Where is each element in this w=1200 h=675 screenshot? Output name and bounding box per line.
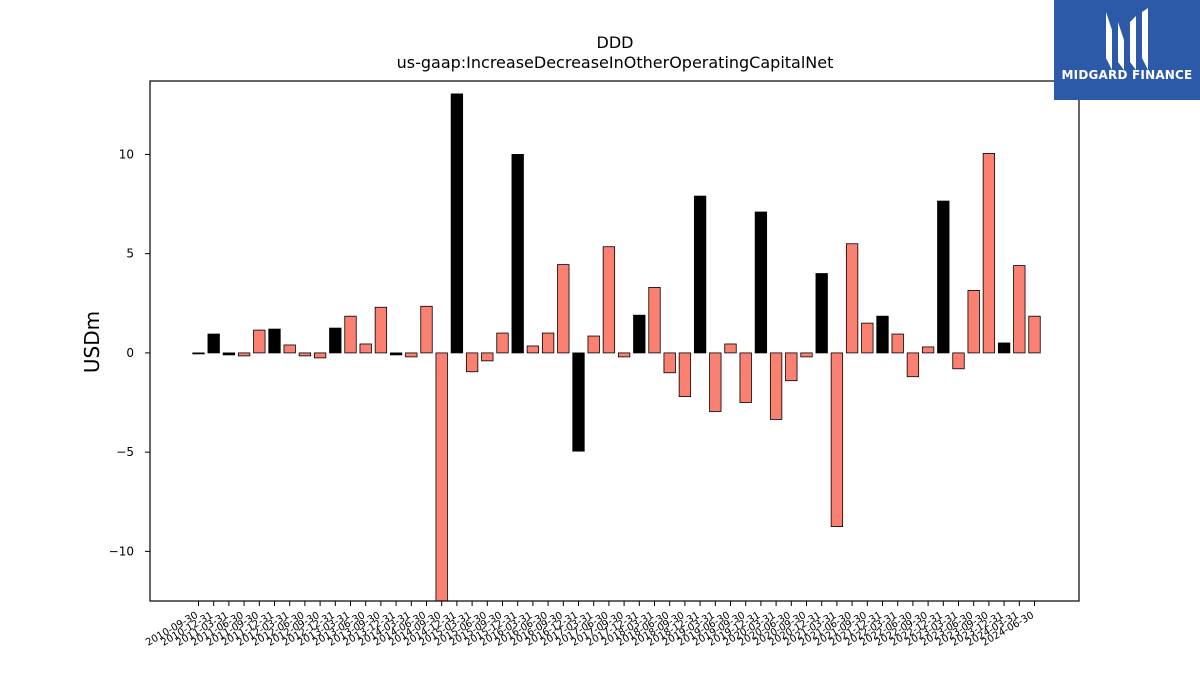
bar <box>420 305 433 354</box>
bar <box>663 352 676 374</box>
bar <box>1013 265 1026 354</box>
bar <box>830 352 844 527</box>
bars-group <box>192 93 1041 602</box>
bar <box>389 352 403 356</box>
bar <box>1028 315 1041 354</box>
y-tick-label: 0 <box>126 346 134 360</box>
chart-subtitle: us-gaap:IncreaseDecreaseInOtherOperating… <box>397 53 834 72</box>
bar <box>648 287 661 354</box>
bar <box>222 352 236 356</box>
bar <box>633 314 646 354</box>
bar <box>283 344 296 354</box>
bar <box>450 93 464 354</box>
bar <box>937 200 950 354</box>
bar <box>709 352 722 412</box>
bar <box>754 211 768 354</box>
bar <box>541 332 555 354</box>
bar <box>967 289 980 354</box>
bar <box>906 352 920 378</box>
bar <box>207 333 220 354</box>
y-ticks-group: −10 −5 0 5 10 <box>109 147 150 558</box>
chart-title: DDD <box>597 33 634 52</box>
bar <box>313 352 327 359</box>
bar <box>511 154 524 354</box>
bar <box>921 346 935 354</box>
bar <box>344 315 357 354</box>
bar <box>815 273 828 354</box>
bar <box>891 333 904 354</box>
plot-frame <box>149 80 1080 602</box>
bar <box>237 352 251 357</box>
bar <box>329 327 342 354</box>
bar <box>374 306 388 354</box>
bar <box>192 352 205 355</box>
bar <box>587 335 600 354</box>
bar <box>359 343 372 354</box>
bar <box>253 329 266 354</box>
bar <box>845 243 859 354</box>
bar <box>678 352 692 397</box>
bar <box>876 315 889 354</box>
company-logo: MIDGARD FINANCE <box>1054 0 1200 100</box>
bar <box>785 352 798 382</box>
bar <box>435 352 448 602</box>
bar <box>724 343 737 354</box>
bar <box>298 352 312 357</box>
bar <box>739 352 752 403</box>
bar <box>617 352 631 358</box>
bar <box>557 264 570 354</box>
y-tick-label: −10 <box>109 544 134 558</box>
bar <box>861 322 874 354</box>
bar <box>465 352 479 373</box>
bar <box>602 246 616 354</box>
bar <box>481 352 494 362</box>
bar <box>982 153 996 354</box>
x-ticks-group: 2010-09-302010-12-312011-03-312011-06-30… <box>144 601 1036 649</box>
bar <box>405 352 418 358</box>
bar <box>693 195 707 354</box>
bar <box>496 332 509 354</box>
bar <box>526 345 540 354</box>
bar <box>268 328 281 354</box>
y-axis-label: USDm <box>80 311 104 373</box>
y-tick-label: 10 <box>119 147 134 161</box>
bar <box>769 352 783 420</box>
logo-text: MIDGARD FINANCE <box>1061 68 1193 82</box>
bar <box>997 342 1011 354</box>
y-tick-label: 5 <box>126 247 134 261</box>
bar <box>952 352 965 370</box>
logo-mark-icon <box>1106 8 1148 70</box>
bar <box>572 352 585 452</box>
bar <box>800 352 813 358</box>
y-tick-label: −5 <box>116 445 134 459</box>
